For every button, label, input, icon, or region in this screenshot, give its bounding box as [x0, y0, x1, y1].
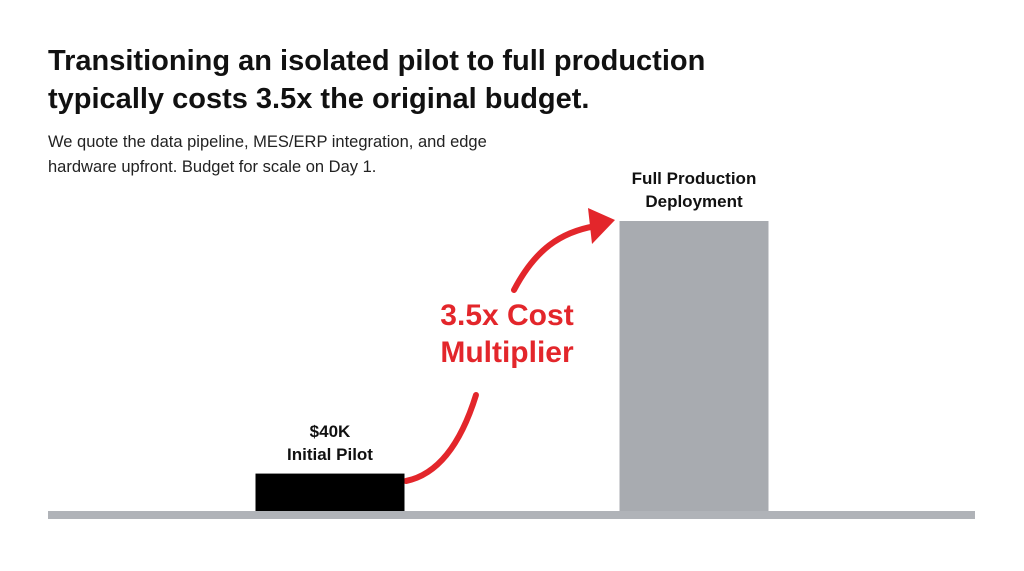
annotation: 3.5x Cost Multiplier: [440, 299, 574, 369]
arrow-head: [588, 208, 615, 244]
subtitle: We quote the data pipeline, MES/ERP inte…: [48, 133, 487, 176]
value-label: $40K: [309, 421, 351, 441]
title: Transitioning an isolated pilot to full …: [48, 45, 706, 115]
category-label: Full Production Deployment: [631, 169, 757, 211]
arrow-upper: [511, 223, 599, 293]
bar: [255, 473, 405, 511]
arrow: [403, 208, 615, 484]
arrow-lower: [403, 392, 479, 484]
category-label: Initial Pilot: [287, 444, 373, 464]
bar: [619, 221, 769, 511]
baseline: [48, 511, 975, 519]
